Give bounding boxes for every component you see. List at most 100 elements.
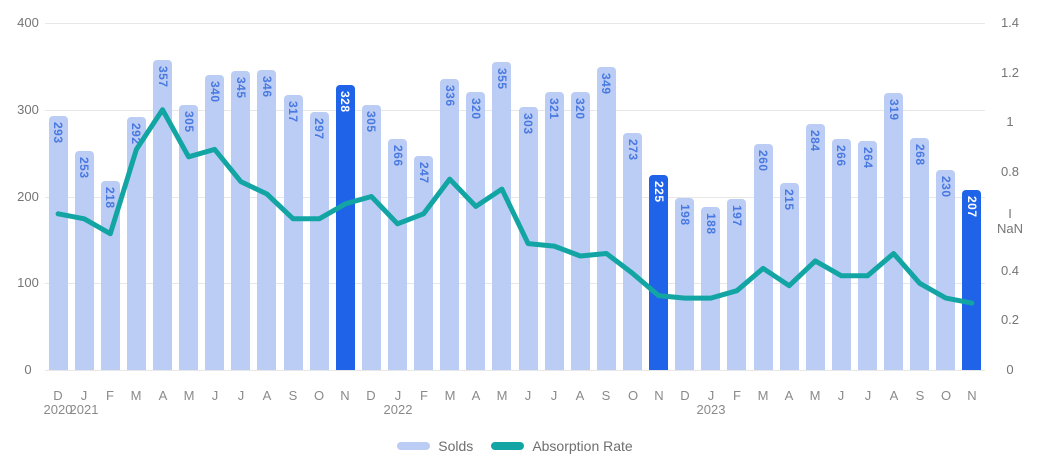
bar-value-label: 305 [182, 111, 196, 133]
bar-value-label: 264 [861, 147, 875, 169]
right-axis-tick: 0.4 [1000, 263, 1020, 278]
x-axis-month-label: M [757, 388, 769, 403]
x-axis-month-label: A [889, 388, 899, 403]
solds-bar[interactable] [101, 181, 120, 370]
left-axis-tick: 400 [17, 15, 39, 30]
solds-bar[interactable] [414, 156, 433, 370]
bar-value-label: 297 [312, 118, 326, 140]
x-axis-month-label: F [106, 388, 114, 403]
bar-value-label: 320 [469, 98, 483, 120]
solds-bar[interactable] [75, 151, 94, 370]
x-axis-month-label: J [524, 388, 532, 403]
solds-bar[interactable] [545, 92, 564, 370]
solds-bar[interactable] [466, 92, 485, 370]
bar-value-label: 197 [730, 205, 744, 227]
left-axis-tick: 300 [17, 102, 39, 117]
solds-bar[interactable] [310, 112, 329, 370]
bar-value-label: 253 [77, 157, 91, 179]
legend-absorption-rate-label: Absorption Rate [532, 438, 633, 454]
x-axis-month-label: J [550, 388, 558, 403]
legend-item-solds[interactable]: Solds [397, 438, 473, 454]
solds-bar[interactable] [257, 70, 276, 370]
x-axis-month-label: S [915, 388, 925, 403]
x-axis-month-label: N [340, 388, 350, 403]
x-axis-month-label: N [967, 388, 977, 403]
right-axis-tick: 1 [1006, 114, 1014, 129]
x-axis-month-label: J [211, 388, 219, 403]
right-axis-tick: 0 [1006, 362, 1014, 377]
bar-value-label: 319 [887, 99, 901, 121]
bar-value-label: 321 [547, 98, 561, 120]
solds-bar[interactable] [571, 92, 590, 370]
solds-bar[interactable] [362, 105, 381, 370]
solds-bar[interactable] [205, 75, 224, 370]
solds-bar[interactable] [910, 138, 929, 370]
solds-bar[interactable] [388, 139, 407, 370]
right-axis-tick: 1.2 [1000, 65, 1020, 80]
x-axis-month-label: D [53, 388, 63, 403]
bar-value-label: 198 [678, 204, 692, 226]
solds-bar[interactable] [127, 117, 146, 370]
solds-bar[interactable] [623, 133, 642, 370]
solds-bar[interactable] [832, 139, 851, 370]
legend: Solds Absorption Rate [45, 438, 985, 454]
x-axis-month-label: D [366, 388, 376, 403]
solds-bar[interactable] [597, 67, 616, 370]
bar-value-label: 349 [599, 73, 613, 95]
bar-value-label: 218 [103, 187, 117, 209]
x-axis-month-label: J [394, 388, 402, 403]
bar-value-label: 273 [626, 139, 640, 161]
solds-bar[interactable] [231, 71, 250, 370]
x-axis-month-label: F [733, 388, 741, 403]
x-axis-month-label: N [654, 388, 664, 403]
bar-value-label: 247 [417, 162, 431, 184]
bar-value-label: 355 [495, 68, 509, 90]
left-axis-tick: 0 [24, 362, 32, 377]
solds-bar[interactable] [754, 144, 773, 370]
x-axis-month-label: J [80, 388, 88, 403]
solds-bar[interactable] [49, 116, 68, 370]
solds-bar[interactable] [179, 105, 198, 370]
bar-value-label: 328 [338, 91, 352, 113]
bar-value-label: 268 [913, 144, 927, 166]
left-axis-tick: 200 [17, 189, 39, 204]
solds-bar[interactable] [440, 79, 459, 370]
x-axis-year-label: 2022 [383, 402, 413, 417]
absorption-rate-swatch-icon [491, 442, 525, 450]
bar-value-label: 345 [234, 77, 248, 99]
solds-bar[interactable] [492, 62, 511, 370]
x-axis-month-label: O [940, 388, 952, 403]
x-axis-month-label: S [288, 388, 298, 403]
bar-value-label: 230 [939, 176, 953, 198]
x-axis-month-label: J [707, 388, 715, 403]
bar-value-label: 293 [51, 122, 65, 144]
x-axis-month-label: A [784, 388, 794, 403]
gridline [45, 370, 985, 371]
x-axis-month-label: O [313, 388, 325, 403]
solds-bar[interactable] [858, 141, 877, 370]
solds-bar-highlighted[interactable] [649, 175, 668, 370]
x-axis-month-label: D [680, 388, 690, 403]
x-axis-month-label: M [444, 388, 456, 403]
solds-bar[interactable] [153, 60, 172, 370]
x-axis-month-label: M [183, 388, 195, 403]
bar-value-label: 336 [443, 85, 457, 107]
solds-bar[interactable] [936, 170, 955, 370]
solds-bar[interactable] [780, 183, 799, 370]
solds-bar[interactable] [884, 93, 903, 370]
right-axis-tick: 1.4 [1000, 15, 1020, 30]
bar-value-label: 266 [391, 145, 405, 167]
x-axis-month-label: M [496, 388, 508, 403]
x-axis-month-label: A [471, 388, 481, 403]
solds-bar[interactable] [284, 95, 303, 370]
x-axis-month-label: J [864, 388, 872, 403]
bar-value-label: 266 [834, 145, 848, 167]
bar-value-label: 305 [364, 111, 378, 133]
solds-bar[interactable] [806, 124, 825, 370]
legend-item-absorption-rate[interactable]: Absorption Rate [491, 438, 633, 454]
solds-bar[interactable] [519, 107, 538, 370]
x-axis-month-label: A [158, 388, 168, 403]
legend-solds-label: Solds [438, 438, 474, 454]
solds-bar-highlighted[interactable] [336, 85, 355, 370]
x-axis-month-label: A [575, 388, 585, 403]
